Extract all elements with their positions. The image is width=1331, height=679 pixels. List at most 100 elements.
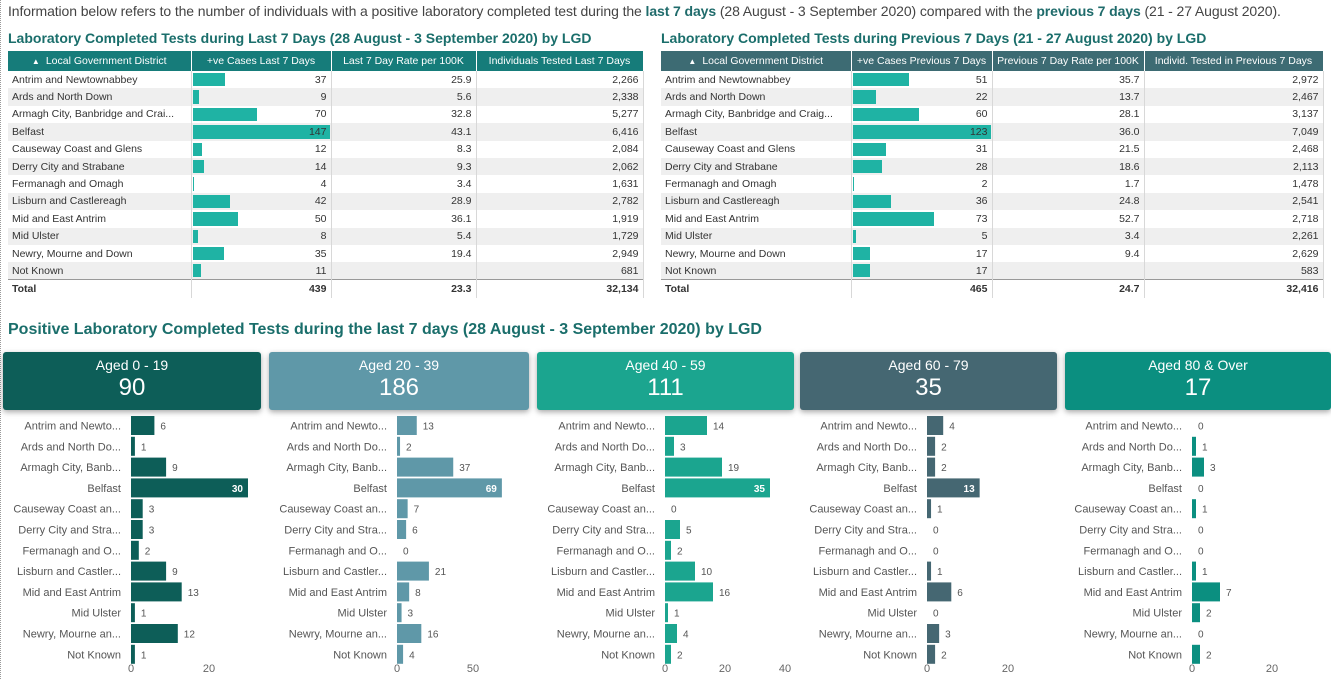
age-card[interactable]: Aged 0 - 19 90 — [3, 352, 261, 410]
cases-cell: 123 — [851, 123, 993, 141]
category-label: Mid Ulster — [867, 608, 917, 620]
age-card[interactable]: Aged 20 - 39 186 — [269, 352, 529, 410]
sort-up-icon[interactable]: ▲ — [688, 57, 697, 66]
rate-cell: 19.4 — [331, 244, 477, 263]
data-label: 16 — [719, 588, 731, 599]
table-row[interactable]: Causeway Coast and Glens 31 21.5 2,468 — [661, 140, 1324, 158]
age-card[interactable]: Aged 40 - 59 111 — [537, 352, 794, 410]
data-label: 7 — [414, 505, 420, 516]
cases-value: 35 — [314, 247, 327, 260]
cases-bar — [852, 194, 892, 209]
table-row[interactable]: Fermanagh and Omagh 4 3.4 1,631 — [8, 175, 644, 193]
rate-cell: 28.1 — [992, 105, 1145, 124]
table-row[interactable]: Fermanagh and Omagh 2 1.7 1,478 — [661, 175, 1324, 193]
data-bar — [1192, 582, 1220, 602]
table-row[interactable]: Ards and North Down 22 13.7 2,467 — [661, 88, 1324, 106]
category-label: Ards and North Do... — [817, 441, 917, 453]
category-label: Derry City and Stra... — [814, 525, 917, 537]
district-name: Fermanagh and Omagh — [8, 175, 192, 193]
data-label: 0 — [1198, 526, 1204, 537]
category-label: Causeway Coast an... — [1074, 504, 1182, 516]
district-name: Antrim and Newtownabbey — [661, 71, 852, 89]
data-label: 3 — [149, 505, 155, 516]
cases-bar — [192, 107, 257, 122]
category-label: Ards and North Do... — [21, 441, 121, 453]
category-label: Armagh City, Banb... — [286, 462, 387, 474]
age-card-value: 90 — [118, 374, 146, 401]
table-row[interactable]: Derry City and Strabane 28 18.6 2,113 — [661, 157, 1324, 176]
category-label: Mid Ulster — [1132, 608, 1182, 620]
cases-bar — [852, 246, 870, 261]
col-header-district[interactable]: ▲ Local Government District — [661, 51, 852, 71]
data-label: 30 — [232, 484, 244, 495]
table-row[interactable]: Armagh City, Banbridge and Craig... 60 28.… — [661, 105, 1324, 124]
col-header-cases[interactable]: +ve Cases Last 7 Days — [191, 51, 332, 71]
data-bar — [927, 582, 952, 602]
district-name: Derry City and Strabane — [8, 157, 192, 176]
col-header-rate[interactable]: Previous 7 Day Rate per 100K — [992, 51, 1145, 71]
table-row[interactable]: Newry, Mourne and Down 17 9.4 2,629 — [661, 244, 1324, 263]
col-header-district[interactable]: ▲ Local Government District — [8, 51, 192, 71]
category-label: Ards and North Do... — [1082, 441, 1182, 453]
data-label: 0 — [1198, 484, 1204, 495]
table-row[interactable]: Antrim and Newtownabbey 37 25.9 2,266 — [8, 71, 644, 89]
table-last-title: Laboratory Completed Tests during Last 7… — [8, 30, 592, 46]
table-row[interactable]: Ards and North Down 9 5.6 2,338 — [8, 88, 644, 106]
tested-cell: 1,729 — [476, 227, 644, 245]
sort-up-icon[interactable]: ▲ — [31, 57, 40, 66]
rate-cell: 24.8 — [992, 192, 1145, 211]
category-label: Fermanagh and O... — [557, 545, 655, 557]
intro-prefix: Information below refers to the number o… — [8, 3, 646, 19]
table-row[interactable]: Not Known 17 583 — [661, 262, 1324, 280]
table-row[interactable]: Newry, Mourne and Down 35 19.4 2,949 — [8, 244, 644, 263]
cases-value: 22 — [975, 91, 988, 104]
table-row[interactable]: Lisburn and Castlereagh 42 28.9 2,782 — [8, 192, 644, 211]
col-header-tested[interactable]: Individ. Tested in Previous 7 Days — [1144, 51, 1324, 71]
category-label: Armagh City, Banb... — [816, 462, 917, 474]
category-label: Antrim and Newto... — [558, 421, 655, 433]
tested-cell: 2,467 — [1144, 88, 1324, 106]
age-bar-charts: Antrim and Newto... 6 Ards and North Do...… — [13, 416, 1278, 675]
data-label: 35 — [754, 484, 766, 495]
cases-value: 123 — [969, 125, 988, 138]
data-bar — [927, 561, 932, 581]
data-label: 3 — [680, 442, 686, 453]
rate-cell: 8.3 — [331, 140, 477, 158]
x-tick-label: 20 — [719, 663, 731, 675]
age-card[interactable]: Aged 60 - 79 35 — [800, 352, 1057, 410]
data-label: 0 — [403, 546, 409, 557]
table-row[interactable]: Mid Ulster 8 5.4 1,729 — [8, 227, 644, 245]
tested-cell: 2,062 — [476, 157, 644, 176]
district-name: Causeway Coast and Glens — [661, 140, 852, 158]
table-row[interactable]: Antrim and Newtownabbey 51 35.7 2,972 — [661, 71, 1324, 89]
col-header-cases[interactable]: +ve Cases Previous 7 Days — [851, 51, 993, 71]
col-header-rate[interactable]: Last 7 Day Rate per 100K — [331, 51, 477, 71]
table-row[interactable]: Mid and East Antrim 73 52.7 2,718 — [661, 210, 1324, 228]
category-label: Fermanagh and O... — [1084, 545, 1182, 557]
age-card-label: Aged 40 - 59 — [625, 357, 706, 373]
tested-cell: 583 — [1144, 262, 1324, 280]
rate-cell: 3.4 — [992, 227, 1145, 245]
col-header-tested[interactable]: Individuals Tested Last 7 Days — [476, 51, 644, 71]
table-row[interactable]: Not Known 11 681 — [8, 262, 644, 280]
table-row[interactable]: Lisburn and Castlereagh 36 24.8 2,541 — [661, 192, 1324, 211]
table-row[interactable]: Armagh City, Banbridge and Crai... 70 32.8… — [8, 105, 644, 124]
cases-cell: 8 — [191, 227, 332, 245]
age-chart: Antrim and Newto... 6 Ards and North Do...… — [13, 416, 248, 675]
rate-cell: 36.0 — [992, 123, 1145, 141]
age-card[interactable]: Aged 80 & Over 17 — [1065, 352, 1331, 410]
data-bar — [131, 416, 155, 435]
data-label: 69 — [486, 484, 498, 495]
data-bar — [131, 499, 143, 519]
table-row[interactable]: Belfast 123 36.0 7,049 — [661, 123, 1324, 141]
cases-value: 12 — [314, 143, 327, 156]
category-label: Lisburn and Castler... — [17, 566, 121, 578]
category-label: Fermanagh and O... — [819, 545, 917, 557]
table-row[interactable]: Belfast 147 43.1 6,416 — [8, 123, 644, 141]
category-label: Not Known — [67, 649, 121, 661]
table-row[interactable]: Mid and East Antrim 50 36.1 1,919 — [8, 210, 644, 228]
table-row[interactable]: Causeway Coast and Glens 12 8.3 2,084 — [8, 140, 644, 158]
data-bar — [1192, 436, 1196, 456]
table-row[interactable]: Mid Ulster 5 3.4 2,261 — [661, 227, 1324, 245]
table-row[interactable]: Derry City and Strabane 14 9.3 2,062 — [8, 157, 644, 176]
